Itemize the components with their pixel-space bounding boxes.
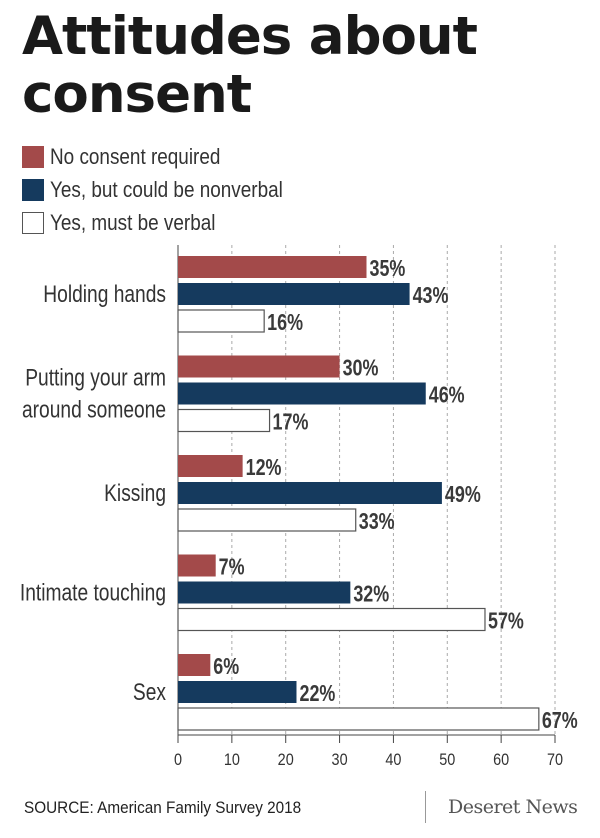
data-label: 67% xyxy=(542,708,578,734)
category-label: Intimate touching xyxy=(20,578,166,606)
category-label: Kissing xyxy=(104,479,166,507)
bar xyxy=(177,607,486,632)
data-label: 22% xyxy=(299,681,335,707)
legend-swatch-no-consent xyxy=(22,145,44,168)
chart-title: Attitudes about consent xyxy=(22,6,478,125)
data-label: 7% xyxy=(219,554,245,580)
data-label: 30% xyxy=(343,355,379,381)
bar xyxy=(177,707,540,731)
data-label: 16% xyxy=(267,310,303,336)
x-tick-label: 10 xyxy=(224,751,240,769)
data-label: 43% xyxy=(413,283,449,309)
data-label: 17% xyxy=(273,409,309,435)
x-tick-label: 50 xyxy=(439,751,455,769)
category-label: Sex xyxy=(133,678,166,706)
bar xyxy=(177,408,271,433)
bar xyxy=(178,382,426,405)
legend-item-no-consent: No consent required xyxy=(22,140,321,173)
legend-label-nonverbal: Yes, but could be nonverbal xyxy=(50,176,283,202)
bar xyxy=(177,508,357,532)
bar xyxy=(177,309,265,333)
bar xyxy=(178,482,442,504)
legend: No consent required Yes, but could be no… xyxy=(22,140,321,239)
data-label: 35% xyxy=(369,256,405,282)
data-label: 33% xyxy=(359,509,395,535)
bar xyxy=(178,654,211,676)
legend-label-verbal: Yes, must be verbal xyxy=(50,209,216,235)
source-note: SOURCE: American Family Survey 2018 xyxy=(24,798,302,817)
x-tick-label: 0 xyxy=(174,751,182,769)
bar xyxy=(178,581,351,604)
bar xyxy=(178,554,216,577)
category-label: Putting your arm xyxy=(25,363,166,391)
publisher-logo: Deseret News xyxy=(448,796,578,818)
data-label: 6% xyxy=(213,654,239,680)
x-tick-label: 60 xyxy=(493,751,509,769)
bar xyxy=(178,355,340,378)
footer-divider xyxy=(425,791,426,823)
x-tick-label: 40 xyxy=(385,751,401,769)
data-label: 46% xyxy=(429,382,465,408)
legend-item-verbal: Yes, must be verbal xyxy=(22,206,321,239)
bar xyxy=(178,283,410,305)
data-label: 57% xyxy=(488,608,524,634)
x-tick-label: 30 xyxy=(332,751,348,769)
bar xyxy=(178,681,297,703)
bar xyxy=(178,256,367,278)
category-label: Holding hands xyxy=(43,280,166,308)
legend-item-nonverbal: Yes, but could be nonverbal xyxy=(22,173,321,206)
data-label: 12% xyxy=(246,455,282,481)
legend-label-no-consent: No consent required xyxy=(50,143,221,169)
legend-swatch-nonverbal xyxy=(22,178,44,201)
x-tick-label: 70 xyxy=(547,751,563,769)
data-label: 32% xyxy=(353,581,389,607)
legend-swatch-verbal xyxy=(22,211,44,234)
data-label: 49% xyxy=(445,482,481,508)
category-label: around someone xyxy=(22,395,166,423)
x-tick-label: 20 xyxy=(278,751,294,769)
bar xyxy=(178,455,243,477)
